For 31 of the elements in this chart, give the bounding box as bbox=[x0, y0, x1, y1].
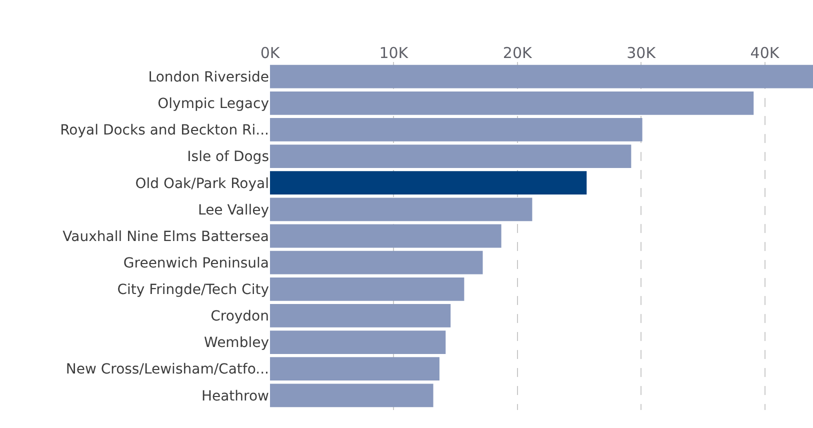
bar bbox=[270, 91, 754, 115]
y-tick-label: City Fringde/Tech City bbox=[117, 282, 269, 298]
y-tick-label: Heathrow bbox=[201, 388, 269, 404]
bar bbox=[270, 384, 434, 408]
y-tick-label: Croydon bbox=[210, 308, 269, 325]
bar bbox=[270, 277, 464, 301]
y-tick-label: Old Oak/Park Royal bbox=[135, 176, 269, 192]
y-tick-label: Wembley bbox=[204, 335, 269, 352]
y-tick-label: Greenwich Peninsula bbox=[123, 255, 269, 272]
y-tick-label: London Riverside bbox=[148, 70, 269, 86]
bar bbox=[270, 171, 587, 195]
bar bbox=[270, 224, 502, 248]
y-tick-label: Isle of Dogs bbox=[187, 149, 269, 166]
y-tick-label: Olympic Legacy bbox=[158, 96, 269, 112]
bar bbox=[270, 144, 632, 168]
bar bbox=[270, 198, 532, 222]
y-tick-label: Lee Valley bbox=[198, 202, 269, 218]
y-tick-label: New Cross/Lewisham/Catfo... bbox=[66, 362, 269, 378]
bar bbox=[270, 330, 446, 354]
y-tick-label: Royal Docks and Beckton Ri... bbox=[60, 122, 269, 139]
bar bbox=[270, 357, 440, 381]
x-tick-label: 40K bbox=[750, 44, 780, 62]
bar bbox=[270, 118, 642, 142]
x-tick-label: 0K bbox=[260, 44, 281, 62]
bar bbox=[270, 64, 813, 88]
bar bbox=[270, 250, 483, 274]
bar bbox=[270, 304, 451, 328]
x-tick-label: 20K bbox=[502, 44, 533, 62]
x-tick-label: 30K bbox=[626, 44, 657, 62]
x-tick-label: 10K bbox=[379, 44, 410, 62]
y-tick-label: Vauxhall Nine Elms Battersea bbox=[62, 228, 269, 245]
